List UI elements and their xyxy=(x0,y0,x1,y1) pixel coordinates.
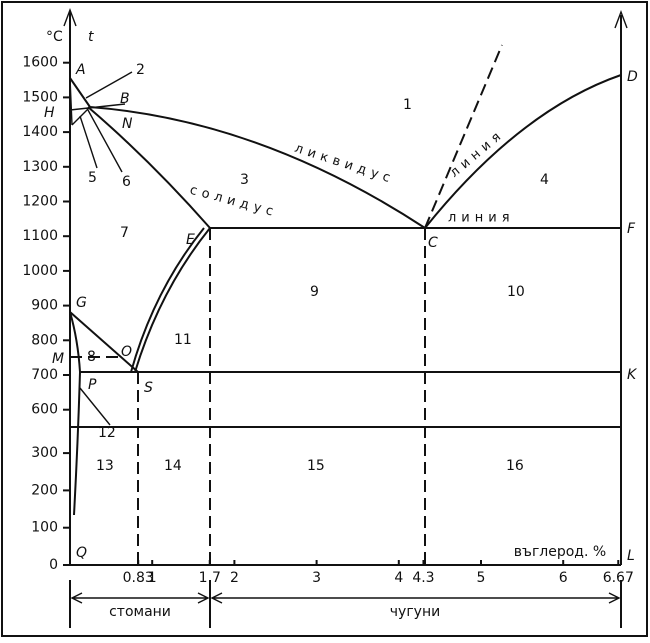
label: 7 xyxy=(120,225,129,241)
x-tick-label: 5 xyxy=(477,570,486,586)
label: 13 xyxy=(96,458,114,474)
label: чугуни xyxy=(390,604,440,620)
x-tick-label: 4 xyxy=(394,570,403,586)
line xyxy=(69,77,126,126)
label: 15 xyxy=(307,458,325,474)
y-tick-label: 1400 xyxy=(22,124,58,140)
y-tick-label: 1200 xyxy=(22,194,58,210)
label: 5 xyxy=(88,170,97,186)
line xyxy=(130,227,205,373)
x-tick-label: 6.67 xyxy=(603,570,634,586)
line xyxy=(69,74,622,230)
region-labels: 1 2 3 4 5 6 7 8 9 10 11 12 13 14 15 16 xyxy=(87,62,549,474)
y-unit: °C xyxy=(46,29,63,45)
line xyxy=(614,10,628,29)
y-tick-label: 600 xyxy=(31,402,58,418)
line xyxy=(87,106,211,229)
label: E xyxy=(186,232,195,248)
label: D xyxy=(627,69,638,85)
label: 9 xyxy=(310,284,319,300)
x-tick-label: 1 xyxy=(148,570,157,586)
y-symbol: t xyxy=(88,29,94,45)
label: L xyxy=(627,548,635,564)
label: 2 xyxy=(136,62,145,78)
x-tick-label: 4.3 xyxy=(412,570,434,586)
y-tick-label: 1500 xyxy=(22,89,58,105)
x-tick-label: 1.7 xyxy=(199,570,221,586)
x-label: въглерод. % xyxy=(514,544,606,560)
label: O xyxy=(121,344,132,360)
lines xyxy=(63,8,628,628)
label: S xyxy=(144,380,153,396)
x-tick-label: 0.83 xyxy=(123,570,154,586)
label: 14 xyxy=(164,458,182,474)
y-tick-label: 900 xyxy=(31,298,58,314)
label: H xyxy=(44,105,55,121)
x-tick-label: 2 xyxy=(230,570,239,586)
line xyxy=(134,227,211,373)
label: 10 xyxy=(507,284,525,300)
label: солидус xyxy=(188,183,279,221)
y-tick-label: 1300 xyxy=(22,159,58,175)
label: 8 xyxy=(87,349,96,365)
point-labels: A B H N E C D F G O M P S K Q L xyxy=(44,62,638,564)
label: стомани xyxy=(109,604,171,620)
label: B xyxy=(120,91,130,107)
label: A xyxy=(75,62,86,78)
label: C xyxy=(428,235,438,251)
label: K xyxy=(627,367,638,383)
label: P xyxy=(88,377,97,393)
x-tick-label: 3 xyxy=(312,570,321,586)
label: 3 xyxy=(240,172,249,188)
label: 11 xyxy=(174,332,192,348)
y-tick-label: 100 xyxy=(31,520,58,536)
label: F xyxy=(627,221,636,237)
label: M xyxy=(52,351,64,367)
line xyxy=(63,8,77,27)
label: G xyxy=(76,295,87,311)
label: 16 xyxy=(506,458,524,474)
label: 1 xyxy=(403,97,412,113)
label: N xyxy=(122,116,133,132)
line xyxy=(210,592,621,604)
y-tick-label: 800 xyxy=(31,332,58,348)
line xyxy=(69,311,139,373)
y-tick-label: 1000 xyxy=(22,263,58,279)
label: 4 xyxy=(540,172,549,188)
y-tick-label: 1100 xyxy=(22,228,58,244)
line xyxy=(424,44,503,229)
line xyxy=(70,592,210,604)
line xyxy=(79,71,133,426)
y-tick-label: 300 xyxy=(31,445,58,461)
label: Q xyxy=(76,545,87,561)
label: 12 xyxy=(98,425,116,441)
x-tick-label: 6 xyxy=(559,570,568,586)
ticks: 6007008009001000110012001300140015001600… xyxy=(22,55,634,586)
y-tick-label: 0 xyxy=(49,557,58,573)
line xyxy=(69,311,82,516)
y-tick-label: 1600 xyxy=(22,55,58,71)
curve-labels: ликвидус линия солидус линия стомани чуг… xyxy=(109,126,515,620)
y-tick-label: 200 xyxy=(31,482,58,498)
label: 6 xyxy=(122,174,131,190)
y-tick-label: 700 xyxy=(31,367,58,383)
label: линия xyxy=(448,211,515,226)
